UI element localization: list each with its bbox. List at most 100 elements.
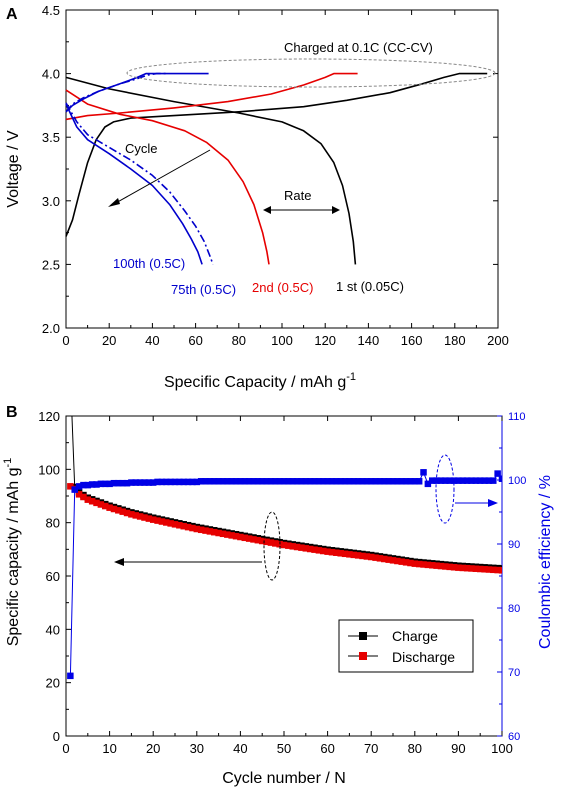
- discharge-marker: [224, 531, 231, 538]
- efficiency-marker: [306, 478, 314, 485]
- series-1-charge-curve: [65, 72, 358, 121]
- efficiency-marker: [363, 478, 371, 485]
- plot-b-frame: [65, 415, 503, 737]
- discharge-marker: [306, 545, 314, 553]
- plot-b-ylabel-main: Specific capacity / mAh g: [5, 468, 22, 647]
- efficiency-marker: [171, 478, 179, 486]
- efficiency-marker: [376, 478, 384, 485]
- efficiency-marker: [84, 481, 92, 489]
- plot-a-ticks: 0 20 40 60 80 100 120 140 160 180 200 2.0 2.5 3.0 3.5 4…: [42, 3, 509, 348]
- efficiency-marker: [359, 478, 366, 485]
- discharge-marker: [272, 540, 279, 547]
- discharge-marker: [481, 566, 488, 573]
- discharge-marker: [285, 542, 292, 549]
- efficiency-marker: [302, 478, 310, 485]
- discharge-marker: [407, 559, 414, 567]
- efficiency-marker: [254, 478, 262, 485]
- discharge-marker: [167, 520, 174, 527]
- discharge-marker: [354, 552, 362, 559]
- discharge-marker: [402, 559, 410, 566]
- discharge-marker: [263, 538, 270, 546]
- discharge-marker: [468, 565, 475, 572]
- discharge-marker: [289, 543, 296, 550]
- discharge-marker: [128, 511, 135, 518]
- discharge-marker: [97, 501, 105, 508]
- efficiency-marker: [149, 479, 157, 486]
- efficiency-marker: [163, 478, 170, 486]
- efficiency-marker: [346, 478, 353, 485]
- plot-b-markers: [67, 416, 502, 680]
- plot-b-ytick-label: 120: [38, 409, 60, 424]
- discharge-marker: [136, 513, 144, 520]
- efficiency-marker: [258, 478, 266, 485]
- efficiency-marker: [202, 478, 209, 485]
- efficiency-marker: [350, 478, 358, 485]
- series-0-charge-curve: [65, 72, 488, 237]
- discharge-marker: [485, 566, 493, 573]
- discharge-marker: [241, 534, 249, 542]
- discharge-marker: [385, 556, 392, 563]
- efficiency-marker: [324, 478, 331, 485]
- discharge-marker: [350, 551, 358, 559]
- plot-a-xtick-label: 40: [145, 333, 159, 348]
- panel-a-label: A: [6, 6, 18, 23]
- efficiency-ellipse: [435, 454, 455, 524]
- plot-b-ytick-label: 40: [46, 622, 60, 637]
- cycle-arrowhead: [108, 198, 120, 207]
- discharge-marker: [381, 555, 388, 563]
- rate-arrowhead-left: [263, 206, 271, 214]
- plot-b-ytick-label: 0: [53, 729, 60, 744]
- discharge-marker: [202, 527, 209, 534]
- discharge-marker: [237, 533, 244, 541]
- rate-arrowhead-right: [332, 206, 340, 214]
- label-75th: 75th (0.5C): [171, 282, 236, 297]
- plot-b-xtick-label: 80: [408, 741, 422, 756]
- label-2nd: 2nd (0.5C): [252, 280, 313, 295]
- efficiency-marker: [115, 479, 122, 487]
- discharge-marker: [110, 505, 118, 513]
- discharge-marker: [437, 562, 445, 570]
- discharge-marker: [298, 544, 305, 551]
- plot-a-xtick-label: 140: [358, 333, 380, 348]
- plot-b-xtick-label: 50: [277, 741, 291, 756]
- charge-line: [71, 416, 502, 569]
- discharge-marker: [363, 553, 371, 560]
- discharge-marker: [450, 564, 458, 571]
- efficiency-marker: [468, 477, 475, 484]
- discharge-marker: [84, 496, 92, 503]
- efficiency-marker: [237, 478, 244, 485]
- plot-b-ticks: 0 10 20 30 40 50 60 70 80 90 100 0 20 40 60 80 100 120 60 7…: [38, 409, 526, 756]
- efficiency-marker: [385, 478, 392, 485]
- plot-a-xtick-label: 20: [102, 333, 116, 348]
- plot-a-xtick-label: 0: [62, 333, 69, 348]
- discharge-marker: [210, 528, 218, 536]
- plot-b-y2label: Coulombic efficiency / %: [537, 475, 554, 649]
- plot-a-xtick-label: 160: [401, 333, 423, 348]
- efficiency-marker: [80, 481, 87, 489]
- efficiency-marker: [494, 470, 501, 477]
- plot-b-ylabel-sup: -1: [2, 458, 14, 468]
- discharge-marker: [498, 567, 502, 574]
- discharge-marker: [424, 561, 432, 569]
- efficiency-marker: [141, 479, 148, 486]
- discharge-marker: [245, 535, 253, 542]
- efficiency-marker: [481, 477, 488, 484]
- plot-b-series: [67, 416, 502, 680]
- efficiency-marker: [459, 477, 467, 484]
- discharge-marker: [189, 524, 196, 532]
- plot-a-xtick-label: 100: [271, 333, 293, 348]
- plot-a-ytick-label: 3.0: [42, 194, 60, 209]
- plot-a-xtick-label: 120: [314, 333, 336, 348]
- discharge-marker: [132, 512, 140, 519]
- efficiency-marker: [328, 478, 336, 485]
- plot-a-xlabel-main: Specific Capacity / mAh g: [164, 374, 346, 391]
- plot-a-ytick-label: 2.0: [42, 321, 60, 336]
- legend-charge-marker: [359, 632, 367, 640]
- discharge-marker: [280, 541, 288, 549]
- plot-b-ytick-label: 20: [46, 676, 60, 691]
- plot-a-curves: [65, 72, 488, 265]
- label-1st: 1 st (0.05C): [336, 279, 404, 294]
- efficiency-marker: [424, 480, 432, 488]
- plot-a-ylabel: Voltage / V: [5, 130, 22, 208]
- efficiency-marker: [450, 477, 458, 484]
